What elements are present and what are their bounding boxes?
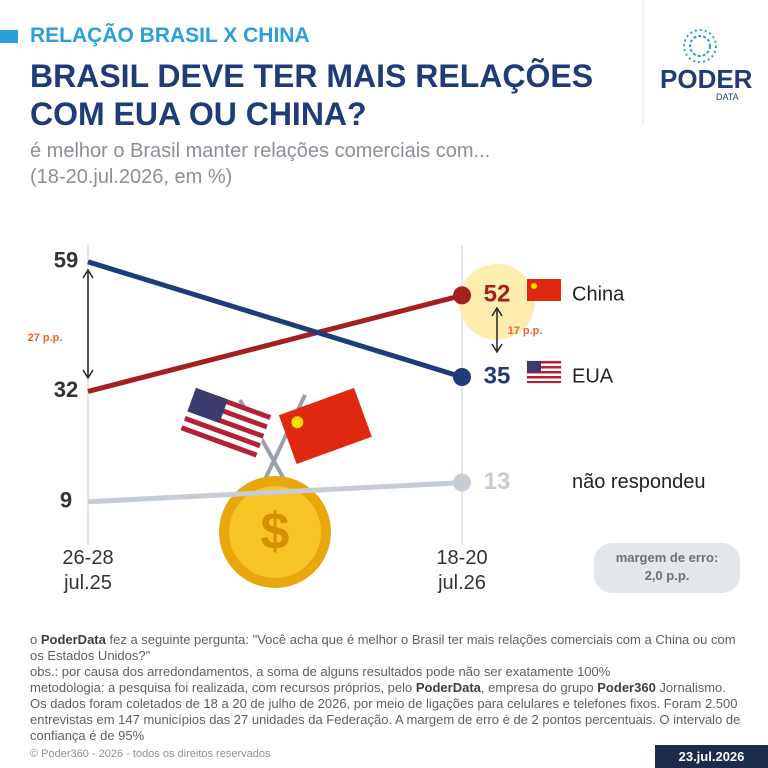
- annotation: 27 p.p.: [28, 332, 63, 344]
- note-value: 2,0 p.p.: [644, 568, 690, 583]
- logo-icon: [683, 29, 717, 63]
- copyright: © Poder360 - 2026 - todos os direitos re…: [30, 748, 271, 760]
- footer-paragraph: metodologia: a pesquisa foi realizada, c…: [30, 680, 742, 744]
- x-tick-label: 18-20 jul.26: [436, 547, 488, 594]
- footer-text: fez a seguinte pergunta: "Você acha que …: [30, 632, 736, 663]
- footer-paragraph: o PoderData fez a seguinte pergunta: "Vo…: [30, 632, 742, 664]
- value-label: 13: [484, 468, 511, 495]
- footer-text: PoderData: [415, 680, 481, 695]
- value-label: 9: [60, 488, 72, 513]
- note-box: [594, 543, 740, 593]
- gap-arrow: [82, 268, 503, 380]
- note-label: margem de erro:: [615, 550, 719, 565]
- footer-text: o: [30, 632, 41, 647]
- footer-notes: o PoderData fez a seguinte pergunta: "Vo…: [30, 632, 742, 744]
- annotation: 17 p.p.: [508, 325, 543, 337]
- x-tick-label: 26-28 jul.25: [62, 547, 114, 594]
- legend-label: não respondeu: [572, 471, 705, 493]
- footer-text: Jornalismo. Os dados foram coletados de …: [30, 680, 741, 743]
- date-box: [655, 745, 768, 768]
- subtitle: (18-20.jul.2026, em %): [30, 166, 233, 188]
- date: 23.jul.2026: [678, 749, 745, 764]
- footer-paragraph: obs.: por causa dos arredondamentos, a s…: [30, 664, 742, 680]
- end-dot: [453, 368, 471, 386]
- legend-label: EUA: [572, 365, 614, 387]
- legend-label: China: [572, 284, 625, 306]
- value-label: 35: [484, 362, 511, 389]
- title: BRASIL DEVE TER MAIS RELAÇÕES: [30, 58, 594, 94]
- footer-text: PoderData: [40, 632, 106, 647]
- series-line: [87, 259, 463, 380]
- title: COM EUA OU CHINA?: [30, 96, 367, 132]
- value-label: 59: [54, 248, 78, 273]
- value-label: 52: [484, 281, 511, 308]
- series-line: [87, 480, 463, 505]
- footer-text: obs.: por causa dos arredondamentos, a s…: [30, 664, 611, 679]
- footer-text: Poder360: [597, 680, 656, 695]
- usa-flag: [526, 360, 562, 384]
- end-dot: [453, 473, 471, 492]
- illustration: $: [178, 387, 372, 588]
- end-dot: [453, 286, 471, 305]
- logo-name: PODER: [660, 64, 753, 94]
- china-flag: [527, 279, 561, 301]
- svg-text:$: $: [261, 503, 290, 561]
- footer-text: , empresa do grupo: [480, 680, 598, 695]
- value-label: 32: [54, 377, 78, 402]
- kicker-mark: [0, 30, 18, 43]
- logo-sub: DATA: [716, 92, 739, 102]
- footer-text: metodologia: a pesquisa foi realizada, c…: [30, 680, 416, 695]
- kicker: RELAÇÃO BRASIL X CHINA: [30, 24, 310, 47]
- highlight: [459, 264, 535, 340]
- series-line: [87, 292, 463, 394]
- subtitle: é melhor o Brasil manter relações comerc…: [30, 140, 491, 162]
